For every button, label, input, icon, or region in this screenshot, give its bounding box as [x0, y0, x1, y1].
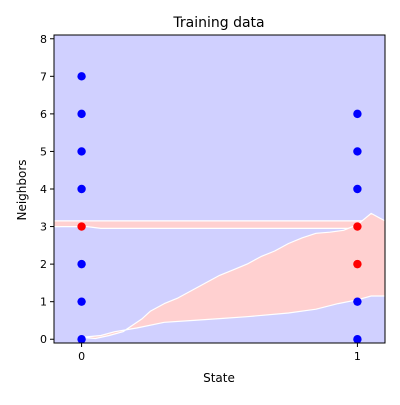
x-tick-label-1: 1 — [354, 350, 361, 363]
data-point-series0-3 — [77, 184, 86, 194]
data-point-series0-0 — [77, 335, 86, 344]
y-tick-label-2: 2 — [40, 258, 47, 271]
y-tick-label-4: 4 — [40, 183, 47, 196]
y-tick-label-3: 3 — [40, 221, 47, 234]
y-tick-label-7: 7 — [40, 70, 47, 83]
data-point-series0-6 — [77, 72, 86, 81]
data-point-series0-11 — [353, 109, 362, 119]
y-tick-label-5: 5 — [40, 145, 47, 158]
data-point-series0-8 — [353, 297, 362, 306]
data-point-series0-9 — [353, 184, 362, 194]
class-1-region-0 — [53, 220, 386, 229]
class-1-region-1 — [80, 212, 386, 340]
x-axis-label: State — [203, 371, 235, 385]
y-axis-label: Neighbors — [15, 159, 29, 220]
data-point-series1-0 — [77, 222, 86, 231]
y-tick-label-6: 6 — [40, 108, 47, 121]
y-tick-label-8: 8 — [40, 33, 47, 46]
y-tick-label-1: 1 — [40, 296, 47, 309]
x-tick-label-0: 0 — [78, 350, 85, 363]
data-point-series0-2 — [77, 259, 86, 269]
y-tick-label-0: 0 — [40, 333, 47, 346]
data-point-series0-10 — [353, 147, 362, 156]
data-point-series1-1 — [353, 259, 362, 269]
data-point-series0-1 — [77, 297, 86, 306]
data-point-series0-5 — [77, 109, 86, 119]
data-point-series0-4 — [77, 147, 86, 156]
axes: 0 1 0 1 2 3 4 5 6 7 8 — [40, 33, 386, 363]
data-point-series0-7 — [353, 335, 362, 344]
data-point-series1-2 — [353, 222, 362, 231]
plot-area — [53, 35, 386, 344]
chart-title: Training data — [172, 15, 264, 31]
